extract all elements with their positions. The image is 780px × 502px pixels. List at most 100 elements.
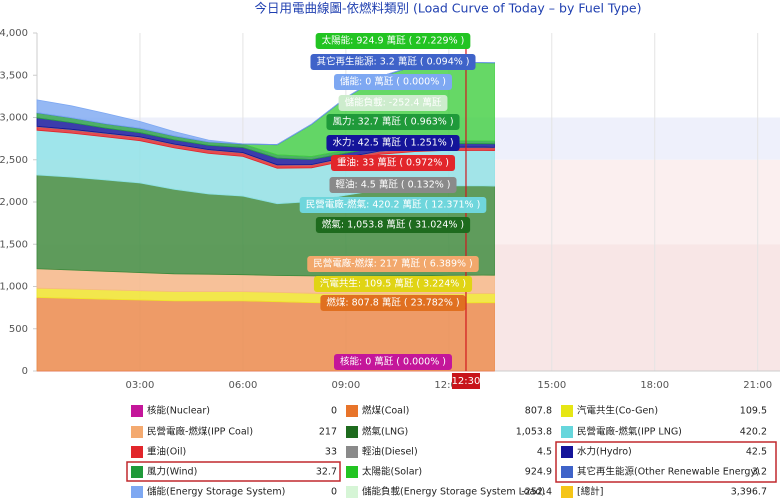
- tooltip-box: [313, 276, 473, 292]
- tooltip: 輕油: 4.5 萬瓩 ( 0.132% ): [329, 177, 457, 193]
- legend-value: 420.2: [740, 427, 767, 438]
- tooltip-box: [330, 155, 456, 171]
- legend-name: 儲能負載(Energy Storage System Load): [362, 486, 545, 498]
- tooltip-text: 風力: 32.7 萬瓩 ( 0.963% ): [332, 116, 453, 128]
- legend-value: 42.5: [746, 447, 767, 458]
- tooltip: 燃氣: 1,053.8 萬瓩 ( 31.024% ): [315, 217, 471, 233]
- legend-swatch: [131, 405, 143, 417]
- tooltip: 民營電廠-燃煤: 217 萬瓩 ( 6.389% ): [307, 256, 479, 272]
- legend-swatch: [561, 426, 573, 438]
- tooltip-box: [299, 197, 487, 213]
- legend-value: -252.4: [521, 487, 552, 498]
- tooltip: 儲能負載: -252.4 萬瓩: [338, 95, 448, 111]
- tooltip-box: [315, 217, 471, 233]
- legend-name: 民營電廠-燃煤(IPP Coal): [147, 426, 253, 438]
- y-tick-label: 2,000: [0, 197, 28, 208]
- x-tick-label: 12:00: [434, 380, 463, 391]
- legend-name: 燃煤(Coal): [362, 405, 409, 417]
- tooltip-box: [307, 256, 479, 272]
- x-tick-label: 15:00: [537, 380, 566, 391]
- legend-name: 風力(Wind): [147, 466, 197, 478]
- legend-swatch: [346, 446, 358, 458]
- tooltip-text: 民營電廠-燃氣: 420.2 萬瓩 ( 12.371% ): [306, 199, 481, 211]
- tooltip: 太陽能: 924.9 萬瓩 ( 27.229% ): [315, 33, 471, 49]
- tooltip-text: 燃煤: 807.8 萬瓩 ( 23.782% ): [326, 297, 459, 309]
- time-marker-box: [451, 373, 480, 389]
- legend-swatch: [131, 426, 143, 438]
- y-tick-label: 1,500: [0, 239, 28, 250]
- legend-value: 807.8: [525, 406, 552, 417]
- tooltip: 核能: 0 萬瓩 ( 0.000% ): [334, 354, 452, 370]
- legend-swatch: [131, 486, 143, 498]
- y-tick-label: 2,500: [0, 155, 28, 166]
- legend-name: 民營電廠-燃氣(IPP LNG): [577, 426, 682, 438]
- legend-value: 109.5: [740, 406, 767, 417]
- tooltip: 風力: 32.7 萬瓩 ( 0.963% ): [326, 114, 460, 130]
- legend-swatch: [561, 405, 573, 417]
- tooltip: 重油: 33 萬瓩 ( 0.972% ): [330, 155, 456, 171]
- legend-name: 重油(Oil): [147, 446, 186, 458]
- y-tick-label: 500: [9, 324, 28, 335]
- tooltip-text: 其它再生能源: 3.2 萬瓩 ( 0.094% ): [316, 56, 469, 68]
- x-tick-label: 21:00: [743, 380, 772, 391]
- legend-value: 924.9: [525, 467, 552, 478]
- legend-value: 3.2: [752, 467, 767, 478]
- legend-name: 儲能(Energy Storage System): [147, 486, 285, 498]
- legend-swatch: [131, 446, 143, 458]
- tooltip: 儲能: 0 萬瓩 ( 0.000% ): [334, 74, 452, 90]
- legend-swatch: [346, 466, 358, 478]
- tooltip-box: [338, 95, 448, 111]
- tooltip-text: 燃氣: 1,053.8 萬瓩 ( 31.024% ): [322, 219, 464, 231]
- legend-name: 輕油(Diesel): [362, 446, 418, 458]
- tooltip-box: [326, 114, 460, 130]
- x-tick-label: 03:00: [126, 380, 155, 391]
- tooltip-text: 重油: 33 萬瓩 ( 0.972% ): [337, 157, 449, 169]
- legend-value: 3,396.7: [731, 487, 767, 498]
- highlight-box: [126, 461, 341, 482]
- tooltip-text: 民營電廠-燃煤: 217 萬瓩 ( 6.389% ): [313, 258, 473, 270]
- legend-swatch: [346, 486, 358, 498]
- tooltip-text: 水力: 42.5 萬瓩 ( 1.251% ): [332, 137, 453, 149]
- tooltip-box: [334, 74, 452, 90]
- x-tick-label: 09:00: [331, 380, 360, 391]
- legend-value: 4.5: [537, 447, 552, 458]
- area: [36, 61, 495, 145]
- time-marker-label: 12:30: [452, 376, 481, 387]
- legend-swatch: [561, 446, 573, 458]
- legend-value: 33: [325, 447, 337, 458]
- tooltip-text: 核能: 0 萬瓩 ( 0.000% ): [340, 356, 446, 368]
- y-tick-label: 1,000: [0, 282, 28, 293]
- x-tick-label: 06:00: [228, 380, 257, 391]
- tooltip-box: [320, 295, 466, 311]
- legend-name: [總計]: [577, 486, 603, 498]
- tooltip-box: [315, 33, 471, 49]
- legend-name: 汽電共生(Co-Gen): [577, 405, 658, 417]
- legend-swatch: [131, 466, 143, 478]
- legend-swatch: [346, 426, 358, 438]
- legend-name: 核能(Nuclear): [147, 405, 210, 417]
- legend-value: 0: [331, 406, 337, 417]
- tooltip-box: [334, 354, 452, 370]
- legend-name: 水力(Hydro): [577, 446, 632, 458]
- tooltip-text: 儲能負載: -252.4 萬瓩: [345, 97, 442, 109]
- y-tick-label: 4,000: [0, 28, 28, 39]
- chart-title: 今日用電曲線圖-依燃料類別 (Load Curve of Today – by …: [254, 1, 641, 16]
- legend-value: 0: [331, 487, 337, 498]
- legend-value: 1,053.8: [516, 427, 552, 438]
- legend-name: 燃氣(LNG): [362, 426, 408, 438]
- y-tick-label: 3,000: [0, 113, 28, 124]
- legend-value: 217: [319, 427, 337, 438]
- tooltip-text: 輕油: 4.5 萬瓩 ( 0.132% ): [335, 179, 450, 191]
- tooltip-box: [310, 54, 476, 70]
- tooltip: 汽電共生: 109.5 萬瓩 ( 3.224% ): [313, 276, 473, 292]
- tooltip-box: [326, 135, 460, 151]
- tooltip-text: 太陽能: 924.9 萬瓩 ( 27.229% ): [322, 35, 465, 47]
- tooltip: 其它再生能源: 3.2 萬瓩 ( 0.094% ): [310, 54, 476, 70]
- tooltip-text: 儲能: 0 萬瓩 ( 0.000% ): [340, 76, 446, 88]
- legend-value: 32.7: [316, 467, 337, 478]
- legend-swatch: [561, 466, 573, 478]
- tooltip-text: 汽電共生: 109.5 萬瓩 ( 3.224% ): [320, 278, 466, 290]
- tooltip: 燃煤: 807.8 萬瓩 ( 23.782% ): [320, 295, 466, 311]
- tooltip: 民營電廠-燃氣: 420.2 萬瓩 ( 12.371% ): [299, 197, 487, 213]
- legend-swatch: [561, 486, 573, 498]
